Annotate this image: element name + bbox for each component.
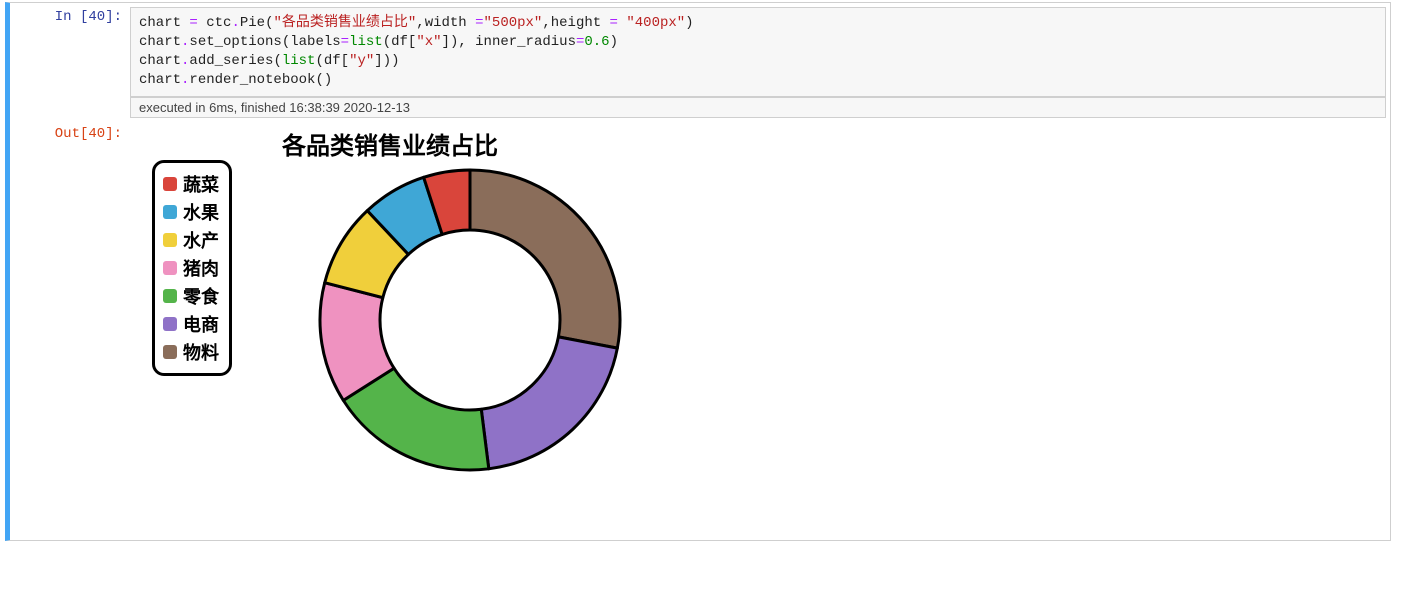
cell-body: chart = ctc.Pie("各品类销售业绩占比",width ="500p…	[130, 3, 1390, 540]
legend-label: 水产	[183, 227, 219, 253]
execution-info: executed in 6ms, finished 16:38:39 2020-…	[130, 97, 1386, 118]
legend-swatch	[163, 233, 177, 247]
chart-title: 各品类销售业绩占比	[140, 126, 640, 161]
notebook-cell: In [40]: chart = ctc.Pie("各品类销售业绩占比",wid…	[5, 2, 1391, 541]
legend-item[interactable]: 物料	[163, 339, 219, 365]
legend-label: 水果	[183, 199, 219, 225]
legend-swatch	[163, 345, 177, 359]
pie-chart-output: 各品类销售业绩占比 蔬菜水果水产猪肉零食电商物料	[140, 120, 640, 540]
output-row: Out[40]: 各品类销售业绩占比 蔬菜水果水产猪肉零食电商物料	[130, 120, 1390, 540]
legend-label: 猪肉	[183, 255, 219, 281]
legend-swatch	[163, 205, 177, 219]
in-prompt: In [40]:	[14, 9, 122, 25]
out-prompt: Out[40]:	[10, 120, 130, 540]
donut-chart	[310, 160, 630, 480]
legend-item[interactable]: 水果	[163, 199, 219, 225]
legend-label: 蔬菜	[183, 171, 219, 197]
legend-label: 电商	[183, 311, 219, 337]
legend-swatch	[163, 177, 177, 191]
legend-label: 零食	[183, 283, 219, 309]
legend-item[interactable]: 猪肉	[163, 255, 219, 281]
chart-legend: 蔬菜水果水产猪肉零食电商物料	[152, 160, 232, 376]
legend-swatch	[163, 289, 177, 303]
legend-label: 物料	[183, 339, 219, 365]
pie-slice[interactable]	[470, 170, 620, 348]
legend-item[interactable]: 零食	[163, 283, 219, 309]
legend-swatch	[163, 261, 177, 275]
code-input[interactable]: chart = ctc.Pie("各品类销售业绩占比",width ="500p…	[130, 7, 1386, 97]
legend-item[interactable]: 蔬菜	[163, 171, 219, 197]
legend-item[interactable]: 水产	[163, 227, 219, 253]
pie-slice[interactable]	[481, 336, 617, 468]
legend-item[interactable]: 电商	[163, 311, 219, 337]
legend-swatch	[163, 317, 177, 331]
